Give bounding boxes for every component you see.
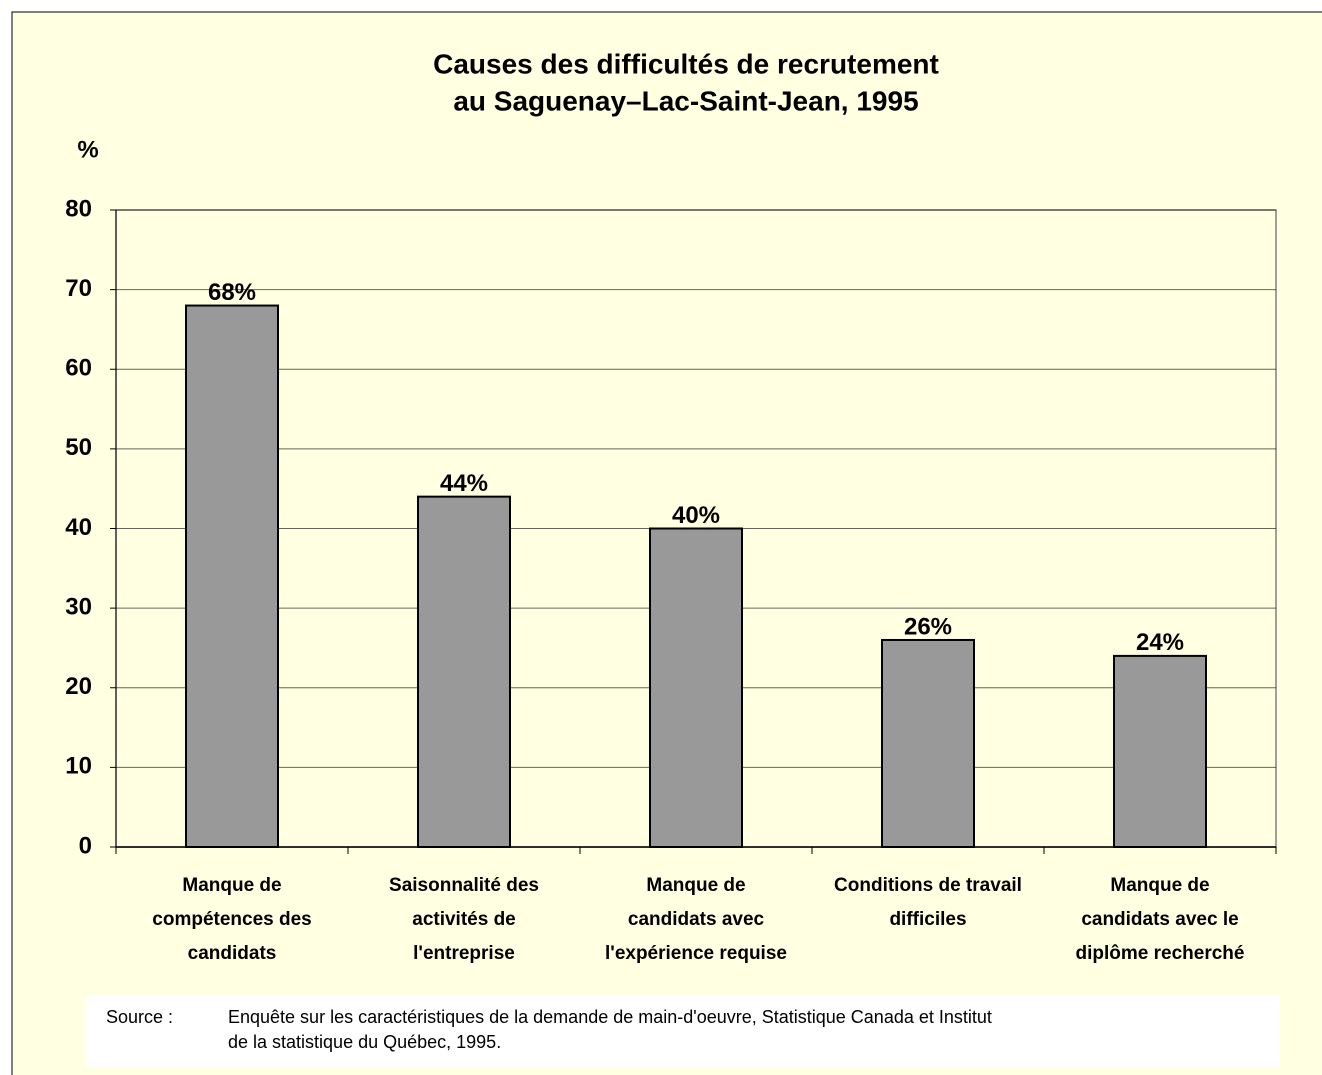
- x-tick-label: compétences des: [152, 909, 311, 930]
- y-tick-label: 30: [65, 593, 92, 620]
- bar: [1113, 654, 1207, 849]
- data-label: 26%: [904, 613, 952, 640]
- source-label: Source :: [106, 1007, 173, 1027]
- source-text: de la statistique du Québec, 1995.: [228, 1032, 501, 1052]
- chart-title: Causes des difficultés de recrutement: [433, 48, 939, 79]
- y-tick-label: 40: [65, 514, 92, 541]
- data-label: 24%: [1136, 629, 1184, 656]
- x-tick-label: Saisonnalité des: [389, 875, 539, 896]
- bar: [417, 495, 511, 848]
- x-tick-label: Manque de: [646, 875, 745, 896]
- x-tick-label: diplôme recherché: [1076, 943, 1245, 964]
- data-label: 44%: [440, 470, 488, 497]
- x-tick-label: l'entreprise: [413, 943, 515, 964]
- data-label: 40%: [672, 502, 720, 529]
- x-tick-label: l'expérience requise: [605, 943, 787, 964]
- bar: [185, 304, 279, 848]
- x-tick-label: candidats avec: [628, 909, 765, 930]
- y-tick-label: 10: [65, 753, 92, 780]
- x-tick-label: Conditions de travail: [834, 875, 1022, 896]
- source-text: Enquête sur les caractéristiques de la d…: [228, 1007, 992, 1027]
- bar: [649, 527, 743, 848]
- x-tick-label: difficiles: [889, 909, 966, 930]
- x-tick-label: candidats avec le: [1081, 909, 1238, 930]
- x-tick-label: activités de: [412, 909, 516, 930]
- x-tick-label: candidats: [188, 943, 277, 964]
- y-tick-label: 70: [65, 275, 92, 302]
- data-label: 68%: [208, 279, 256, 306]
- y-tick-label: 50: [65, 434, 92, 461]
- bar: [881, 638, 975, 848]
- x-tick-label: Manque de: [1110, 875, 1209, 896]
- y-tick-label: 20: [65, 673, 92, 700]
- y-tick-label: 0: [79, 832, 92, 859]
- chart-title: au Saguenay–Lac-Saint-Jean, 1995: [453, 85, 918, 116]
- y-tick-label: 60: [65, 355, 92, 382]
- x-tick-label: Manque de: [182, 875, 281, 896]
- source-box: [86, 995, 1280, 1067]
- y-axis-label: %: [77, 136, 98, 163]
- y-tick-label: 80: [65, 195, 92, 222]
